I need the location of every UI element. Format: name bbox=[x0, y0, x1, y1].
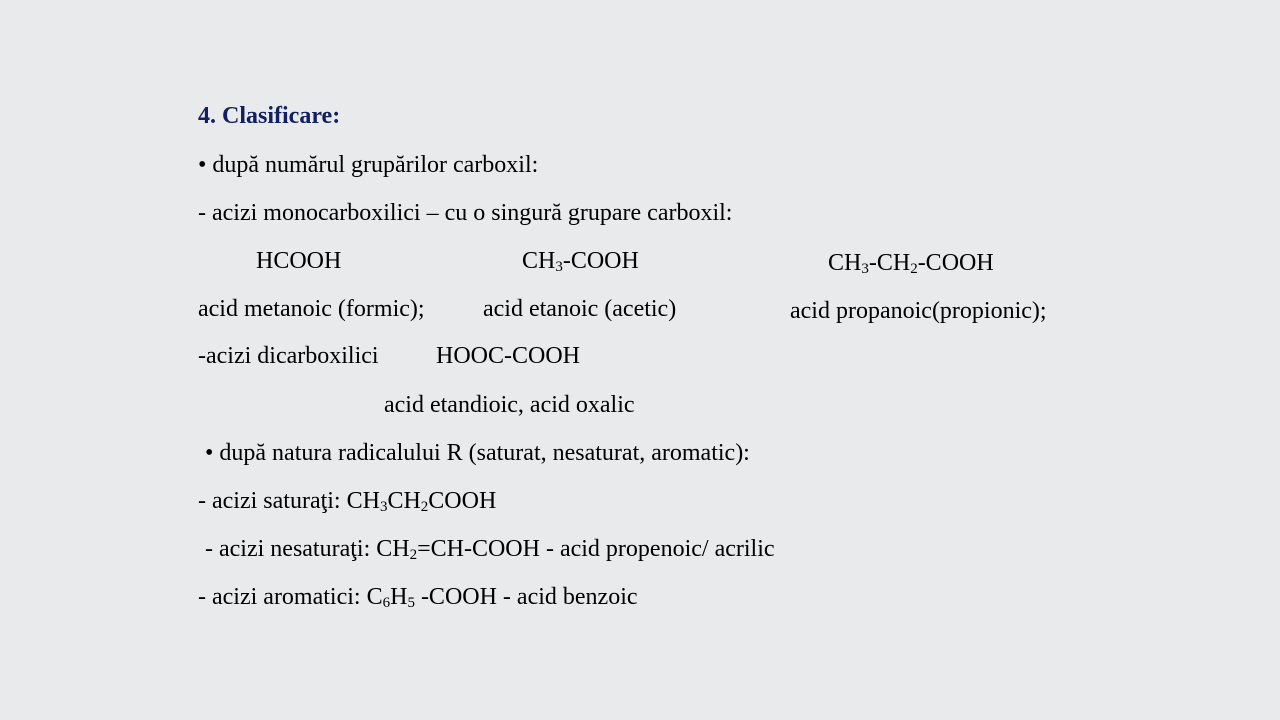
name-propionic: acid propanoic(propionic); bbox=[790, 298, 1047, 324]
formula-propionic: CH3-CH2-COOH bbox=[828, 250, 994, 277]
monocarboxylic-description: - acizi monocarboxilici – cu o singură g… bbox=[198, 200, 733, 226]
bullet-radical-nature: • după natura radicalului R (saturat, ne… bbox=[205, 440, 750, 466]
name-acetic: acid etanoic (acetic) bbox=[483, 296, 677, 322]
formula-formic: HCOOH bbox=[256, 248, 342, 274]
saturated-acids: - acizi saturaţi: CH3CH2COOH bbox=[198, 488, 497, 515]
bullet-carboxyl-count: • după numărul grupărilor carboxil: bbox=[198, 152, 539, 178]
name-oxalic: acid etandioic, acid oxalic bbox=[384, 392, 635, 418]
formula-oxalic: HOOC-COOH bbox=[436, 343, 580, 369]
dicarboxylic-label: -acizi dicarboxilici bbox=[198, 343, 379, 369]
unsaturated-acids: - acizi nesaturaţi: CH2=CH-COOH - acid p… bbox=[205, 536, 775, 563]
name-formic: acid metanoic (formic); bbox=[198, 296, 425, 322]
formula-acetic: CH3-COOH bbox=[522, 248, 639, 275]
aromatic-acids: - acizi aromatici: C6H5 -COOH - acid ben… bbox=[198, 584, 638, 611]
section-title: 4. Clasificare: bbox=[198, 103, 341, 129]
